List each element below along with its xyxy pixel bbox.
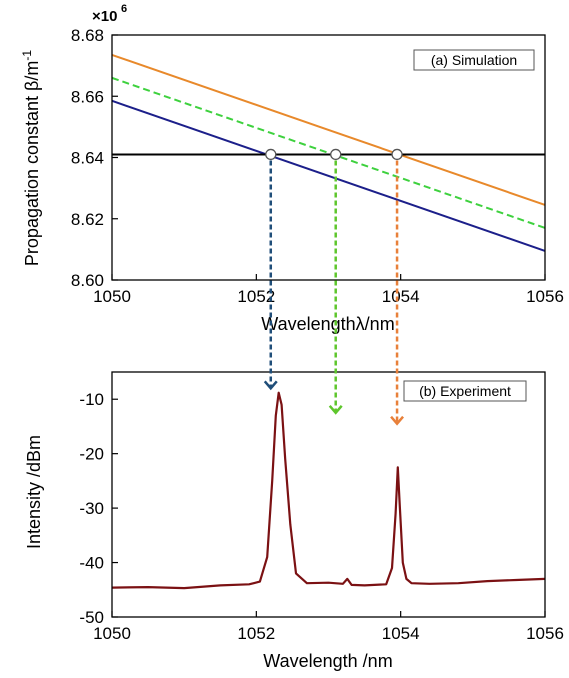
panel-a-y-tick-label: 8.60 <box>71 271 104 290</box>
panel-a-y-tick-label: 8.66 <box>71 87 104 106</box>
panel-b-x-tick-label: 1056 <box>526 624 564 643</box>
intersection-marker <box>265 148 277 161</box>
panel-b-y-tick-label: -40 <box>79 554 104 573</box>
panel-a: ×10 6 1050 1052 1054 1056 8.608.628.648.668… <box>20 3 564 334</box>
panel-a-blue-line <box>111 99 546 252</box>
panel-a-orange-line <box>111 53 546 206</box>
panel-b-x-axis-title: Wavelength /nm <box>263 651 392 671</box>
panel-b-y-axis-title-group: Intensity /dBm <box>24 435 44 549</box>
panel-b-plot-frame <box>111 371 546 618</box>
panel-a-x-tick-label: 1056 <box>526 287 564 306</box>
panel-b-series <box>111 391 546 590</box>
panel-b: 1050 1052 1054 1056 -10 -20 -30 -40 -50 (b) Exp… <box>24 371 564 671</box>
panel-a-green-dashed-line <box>111 76 546 229</box>
panel-b-x-tick-label: 1050 <box>93 624 131 643</box>
panel-b-y-tick-label: -30 <box>79 499 104 518</box>
connecting-arrow-head <box>328 405 343 415</box>
panel-a-label: (a) Simulation <box>431 52 517 68</box>
panel-a-x-axis-title: Wavelengthλ/nm <box>261 314 394 334</box>
connecting-arrow-head <box>263 380 278 391</box>
panel-a-label-frame <box>413 49 535 71</box>
panel-a-series <box>111 53 546 252</box>
y-multiplier-base: ×10 <box>92 8 117 25</box>
panel-b-label-frame <box>403 380 527 402</box>
panel-b-legend-box: (b) Experiment <box>403 380 527 402</box>
connecting-arrows <box>263 160 405 426</box>
panel-a-y-tick-label: 8.62 <box>71 210 104 229</box>
panel-a-y-axis-title-group: Propagation constant β/m-1 <box>20 50 42 266</box>
panel-b-x-tick-label: 1054 <box>382 624 420 643</box>
panel-a-y-axis-title-text: Propagation constant β/m <box>22 61 42 266</box>
y-multiplier-exponent: 6 <box>121 3 127 15</box>
connecting-arrow-head <box>390 415 405 426</box>
panel-a-legend-box: (a) Simulation <box>413 49 535 71</box>
panel-b-y-tick-label: -50 <box>79 608 104 627</box>
panel-a-y-ticks: 8.60 8.62 8.64 8.66 8.68 <box>71 26 118 290</box>
panel-b-y-ticks: -10 -20 -30 -40 -50 <box>79 390 118 627</box>
intersection-marker <box>391 148 403 161</box>
panel-a-x-tick-label: 1054 <box>382 287 420 306</box>
panel-a-x-ticks: 1050 1052 1054 1056 <box>93 274 564 306</box>
panel-a-y-axis-title-superscript: -1 <box>20 50 34 61</box>
panel-a-x-tick-label: 1050 <box>93 287 131 306</box>
panel-b-x-tick-label: 1052 <box>237 624 275 643</box>
panel-a-intersection-markers <box>265 148 403 161</box>
panel-b-label: (b) Experiment <box>419 383 511 399</box>
panel-a-y-axis-title: Propagation constant β/m-1 <box>20 50 42 266</box>
intersection-marker <box>330 148 342 161</box>
panel-b-y-tick-label: -10 <box>79 390 104 409</box>
panel-b-spectrum-line <box>111 391 546 590</box>
panel-b-y-axis-title: Intensity /dBm <box>24 435 44 549</box>
panel-a-y-tick-label: 8.64 <box>71 149 104 168</box>
panel-a-x-tick-label: 1052 <box>237 287 275 306</box>
panel-b-y-tick-label: -20 <box>79 445 104 464</box>
panel-a-plot-frame <box>111 34 546 281</box>
panel-a-y-tick-label: 8.68 <box>71 26 104 45</box>
panel-b-x-ticks: 1050 1052 1054 1056 <box>93 611 564 643</box>
panel-a-y-multiplier: ×10 6 <box>92 3 127 25</box>
